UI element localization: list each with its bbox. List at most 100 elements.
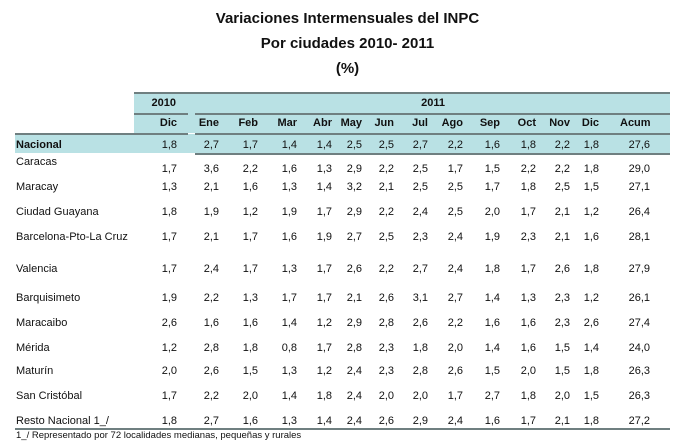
table-cell: 1,4: [583, 342, 599, 354]
table-cell: 1,7: [161, 231, 177, 243]
table-cell: 2,5: [447, 181, 463, 193]
table-cell: 2,8: [412, 365, 428, 377]
footnote: 1_/ Representado por 72 localidades medi…: [16, 430, 302, 441]
table-cell: 1,6: [242, 317, 258, 329]
table-cell: 2,6: [583, 317, 599, 329]
table-cell: 2,0: [447, 342, 463, 354]
table-cell: 2,5: [346, 139, 362, 151]
table-cell: 29,0: [628, 163, 650, 175]
column-header: Dic: [159, 117, 177, 129]
table-cell: 2,0: [412, 390, 428, 402]
table-cell: 2,0: [484, 206, 500, 218]
table-cell: 2,7: [484, 390, 500, 402]
table-cell: 2,6: [554, 263, 570, 275]
table-cell: 1,7: [484, 181, 500, 193]
table-cell: 1,7: [281, 292, 297, 304]
table-cell: 2,1: [554, 206, 570, 218]
table-cell: 1,3: [316, 163, 332, 175]
table-cell: 2,2: [447, 317, 463, 329]
table-cell: 2,7: [346, 231, 362, 243]
divider: [134, 113, 188, 115]
table-cell: 24,0: [628, 342, 650, 354]
table-cell: 2,1: [378, 181, 394, 193]
table-cell: 1,6: [520, 342, 536, 354]
table-cell: 1,7: [520, 206, 536, 218]
table-cell: 1,8: [520, 390, 536, 402]
table-cell: 2,1: [554, 415, 570, 427]
table-cell: 2,6: [378, 415, 394, 427]
table-cell: 1,7: [316, 206, 332, 218]
table-cell: 2,9: [412, 415, 428, 427]
table-cell: 2,7: [203, 139, 219, 151]
table-cell: 0,8: [281, 342, 297, 354]
table-cell: 1,8: [316, 390, 332, 402]
table-cell: 2,9: [346, 163, 362, 175]
table-cell: 2,2: [378, 163, 394, 175]
table-cell: 3,1: [412, 292, 428, 304]
column-header: Ene: [198, 117, 219, 129]
table-cell: 2,2: [554, 139, 570, 151]
table-cell: 2,0: [242, 390, 258, 402]
table-cell: 1,3: [281, 415, 297, 427]
table-cell: 27,6: [628, 139, 650, 151]
table-cell: 2,6: [447, 365, 463, 377]
table-cell: 1,2: [316, 365, 332, 377]
table-cell: 2,0: [378, 390, 394, 402]
table-cell: 2,0: [554, 390, 570, 402]
table-cell: 1,9: [281, 206, 297, 218]
table-cell: 1,6: [583, 231, 599, 243]
table-cell: 2,4: [346, 415, 362, 427]
table-cell: 1,8: [242, 342, 258, 354]
table-cell: 1,8: [520, 139, 536, 151]
table-cell: 2,5: [447, 206, 463, 218]
table-cell: 2,3: [412, 231, 428, 243]
table-cell: 2,0: [520, 365, 536, 377]
table-cell: 1,5: [583, 390, 599, 402]
table-cell: 26,3: [628, 365, 650, 377]
table-cell: 1,7: [161, 163, 177, 175]
table-cell: 1,6: [242, 415, 258, 427]
row-label: Mérida: [16, 342, 50, 354]
table-cell: 2,1: [346, 292, 362, 304]
table-cell: 1,8: [583, 139, 599, 151]
table-cell: 1,5: [583, 181, 599, 193]
divider: [134, 92, 670, 94]
table-cell: 26,4: [628, 206, 650, 218]
nacional-band: [15, 134, 670, 153]
table-cell: 3,6: [203, 163, 219, 175]
row-label: Maracay: [16, 181, 59, 193]
row-label: Barquisimeto: [16, 292, 81, 304]
table-cell: 2,4: [346, 365, 362, 377]
table-cell: 2,5: [378, 139, 394, 151]
table-cell: 2,4: [447, 263, 463, 275]
row-label: San Cristóbal: [16, 390, 83, 402]
column-header: Sep: [479, 117, 500, 129]
column-header: Dic: [581, 117, 599, 129]
table-cell: 1,3: [281, 263, 297, 275]
table-cell: 2,2: [447, 139, 463, 151]
table-cell: 1,5: [484, 365, 500, 377]
table-cell: 1,3: [242, 292, 258, 304]
table-cell: 1,6: [281, 231, 297, 243]
table-cell: 1,5: [554, 365, 570, 377]
divider: [195, 153, 670, 155]
table-cell: 1,7: [447, 390, 463, 402]
table-cell: 28,1: [628, 231, 650, 243]
table-cell: 2,8: [346, 342, 362, 354]
column-header: Nov: [549, 117, 570, 129]
table-cell: 1,7: [520, 263, 536, 275]
table-cell: 1,2: [583, 292, 599, 304]
table-cell: 2,8: [378, 317, 394, 329]
table-cell: 2,1: [203, 181, 219, 193]
table-cell: 2,8: [203, 342, 219, 354]
table-cell: 1,2: [161, 342, 177, 354]
divider: [195, 133, 670, 135]
table-cell: 1,3: [281, 365, 297, 377]
table-cell: 2,4: [412, 206, 428, 218]
year-2011: 2011: [421, 97, 445, 109]
table-cell: 2,4: [203, 263, 219, 275]
table-cell: 1,6: [281, 163, 297, 175]
table-cell: 2,3: [520, 231, 536, 243]
table-cell: 1,7: [242, 231, 258, 243]
column-header: Acum: [620, 117, 651, 129]
